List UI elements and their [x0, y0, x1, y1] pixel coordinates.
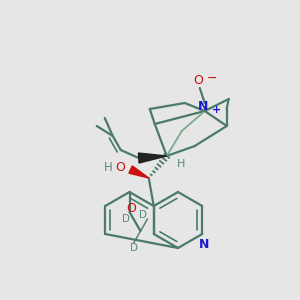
- Text: H: H: [104, 161, 113, 174]
- Text: D: D: [139, 210, 146, 220]
- Text: −: −: [206, 71, 217, 85]
- Text: +: +: [212, 105, 221, 115]
- Text: N: N: [198, 100, 208, 113]
- Text: N: N: [199, 238, 209, 250]
- Text: O: O: [127, 202, 136, 215]
- Text: O: O: [116, 161, 126, 174]
- Text: D: D: [122, 214, 130, 224]
- Text: D: D: [130, 243, 137, 253]
- Text: O: O: [193, 74, 203, 86]
- Text: H: H: [177, 159, 185, 169]
- Polygon shape: [129, 166, 149, 178]
- Polygon shape: [138, 153, 167, 163]
